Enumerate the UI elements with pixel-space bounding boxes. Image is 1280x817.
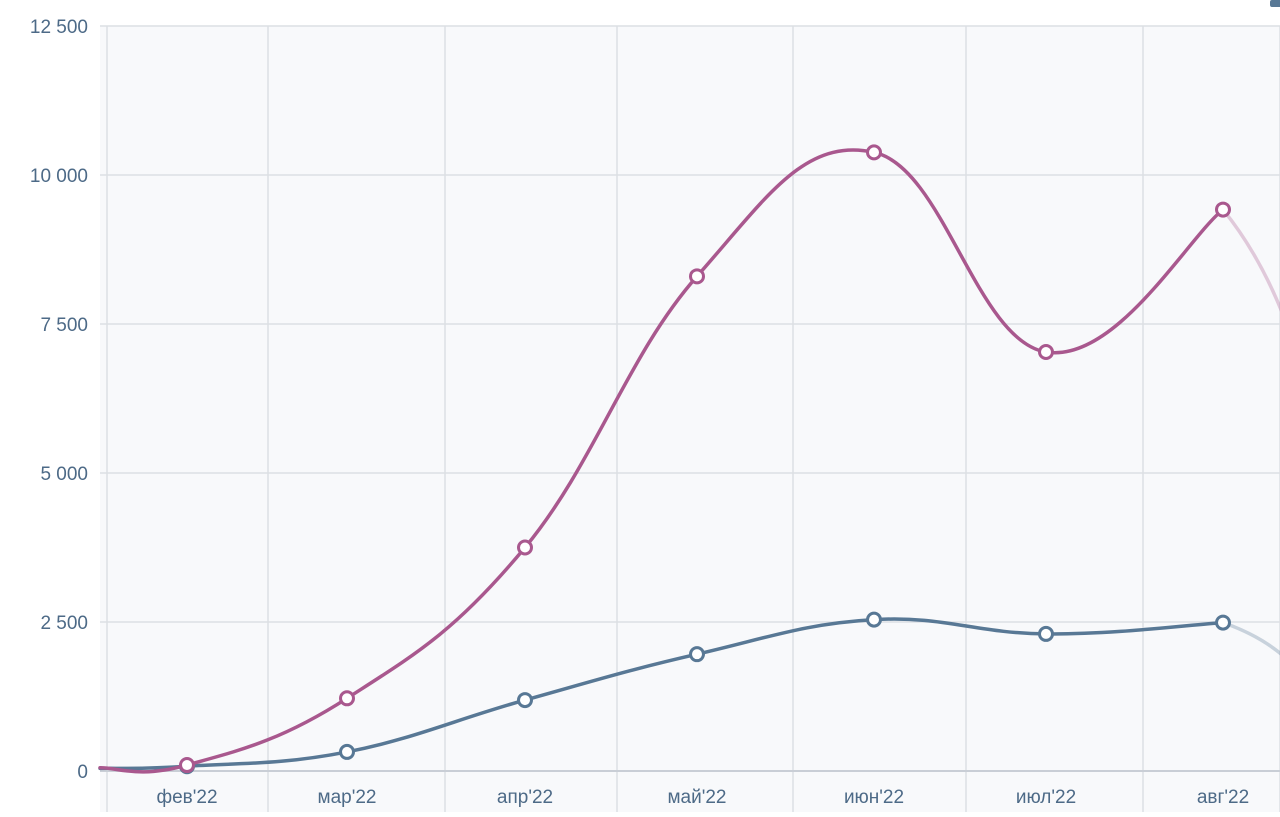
y-tick-label: 10 000 — [30, 166, 88, 187]
x-tick-label: июл'22 — [1016, 787, 1076, 808]
grid — [100, 25, 1280, 812]
legend-marker — [1270, 0, 1280, 7]
data-point[interactable] — [1038, 625, 1054, 642]
y-tick-label: 7 500 — [40, 315, 88, 336]
y-tick-label: 12 500 — [30, 17, 88, 38]
series — [98, 144, 1280, 775]
data-point[interactable] — [339, 690, 355, 707]
y-tick-label: 0 — [77, 762, 88, 783]
y-tick-label: 5 000 — [40, 464, 88, 485]
data-point[interactable] — [517, 692, 533, 709]
x-tick-label: июн'22 — [844, 787, 904, 808]
data-point[interactable] — [866, 144, 882, 161]
data-point[interactable] — [179, 757, 195, 774]
x-tick-label: фев'22 — [156, 787, 217, 808]
data-point[interactable] — [339, 743, 355, 760]
x-axis: фев'22 мар'22 апр'22 май'22 июн'22 июл'22 авг'… — [156, 787, 1249, 808]
x-tick-label: май'22 — [667, 787, 726, 808]
data-point[interactable] — [866, 611, 882, 628]
data-point[interactable] — [1215, 201, 1231, 218]
y-tick-label: 2 500 — [40, 613, 88, 634]
series-line — [98, 617, 1225, 771]
data-point[interactable] — [689, 268, 705, 285]
data-point[interactable] — [689, 646, 705, 663]
x-tick-label: апр'22 — [497, 787, 553, 808]
y-axis: 0 2 500 5 000 7 500 10 000 12 500 — [30, 17, 88, 783]
data-point[interactable] — [1215, 614, 1231, 631]
plot-area — [100, 26, 1280, 812]
data-point[interactable] — [1038, 344, 1054, 361]
x-tick-label: мар'22 — [318, 787, 377, 808]
x-tick-label: авг'22 — [1197, 787, 1249, 808]
series-line-continuation — [1221, 208, 1280, 312]
data-point[interactable] — [517, 539, 533, 556]
